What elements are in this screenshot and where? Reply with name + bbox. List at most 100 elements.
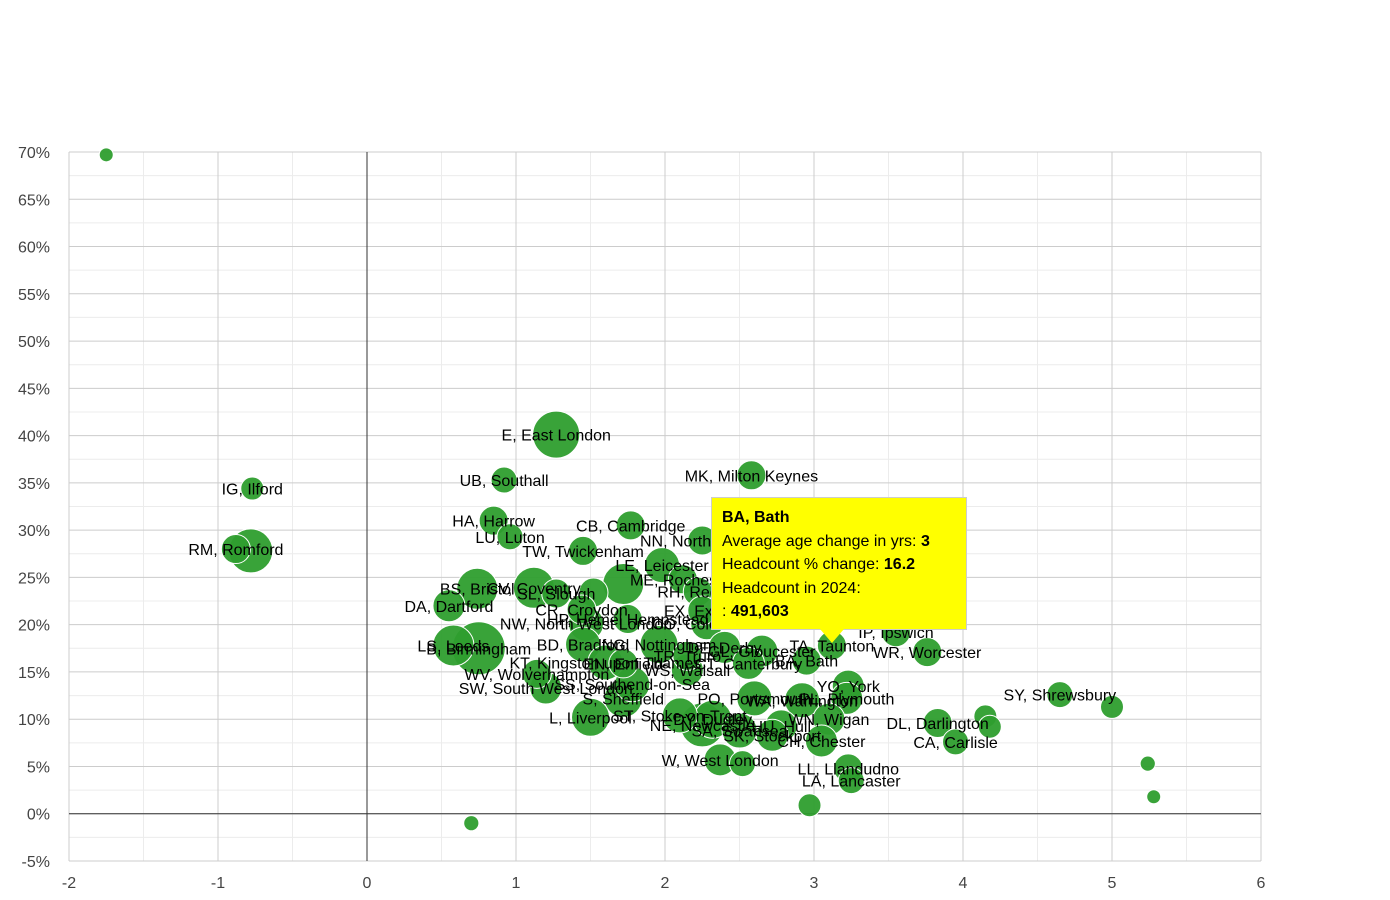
bubble[interactable] bbox=[912, 637, 943, 668]
bubble-label: LS, Leeds bbox=[417, 638, 489, 655]
bubble-label: EN, Enfield bbox=[583, 656, 663, 673]
tooltip-row-age: Average age change in yrs: 3 bbox=[722, 532, 930, 550]
bubble-label: LA, Lancaster bbox=[802, 774, 901, 791]
y-tick-label: 0% bbox=[27, 807, 50, 824]
y-tick-label: 35% bbox=[18, 476, 50, 493]
x-tick-label: 0 bbox=[363, 875, 372, 892]
bubble-label: WR, Worcester bbox=[873, 645, 982, 662]
bubble-label: NG, Nottingham bbox=[602, 638, 717, 655]
bubble[interactable] bbox=[1146, 789, 1162, 805]
bubble-label: TW, Twickenham bbox=[522, 544, 644, 561]
bubble-label: KT, Kingston upon Thames bbox=[509, 655, 701, 672]
bubble-label: HA, Harrow bbox=[452, 514, 535, 531]
bubble[interactable] bbox=[837, 767, 865, 795]
y-tick-label: 30% bbox=[18, 523, 50, 540]
bubble-label: WN, Wigan bbox=[788, 712, 869, 729]
bubble[interactable] bbox=[566, 594, 597, 625]
bubble-label: TR, Truro bbox=[654, 649, 722, 666]
bubble-label: BS, Bristol bbox=[440, 582, 515, 599]
bubble[interactable] bbox=[541, 578, 572, 609]
bubble[interactable] bbox=[521, 658, 552, 689]
bubble-label: LU, Luton bbox=[475, 530, 544, 547]
bubble[interactable] bbox=[1100, 694, 1124, 719]
bubble[interactable] bbox=[220, 534, 251, 565]
bubble[interactable] bbox=[1046, 681, 1074, 709]
bubble-label: CH, Chester bbox=[777, 734, 866, 751]
bubble[interactable] bbox=[977, 714, 1002, 739]
bubble[interactable] bbox=[672, 640, 703, 671]
bubble-label: E, East London bbox=[502, 428, 611, 445]
bubble-label: PL, Plymouth bbox=[799, 691, 894, 708]
tooltip-title: BA, Bath bbox=[722, 509, 790, 526]
bubble[interactable] bbox=[432, 589, 466, 623]
bubble[interactable] bbox=[571, 697, 610, 737]
bubble-label: DE, Derby bbox=[688, 640, 762, 657]
bubble-label: IG, Ilford bbox=[222, 482, 283, 499]
tooltip-row-headcount-value: : 491,603 bbox=[722, 603, 789, 620]
y-tick-label: 50% bbox=[18, 334, 50, 351]
bubble-label: LE, Leicester bbox=[615, 558, 709, 575]
bubble-label: WS, Walsall bbox=[645, 663, 731, 680]
bubble[interactable] bbox=[708, 630, 742, 664]
y-tick-label: -5% bbox=[22, 854, 50, 871]
x-tick-labels: -2 -1 0 1 2 3 4 5 6 bbox=[62, 875, 1266, 892]
bubble[interactable] bbox=[98, 147, 114, 163]
y-tick-label: 40% bbox=[18, 429, 50, 446]
bubble-label: CB, Cambridge bbox=[576, 518, 685, 535]
y-tick-label: 25% bbox=[18, 570, 50, 587]
bubble[interactable] bbox=[922, 707, 953, 738]
bubble[interactable] bbox=[568, 535, 599, 566]
y-tick-label: 10% bbox=[18, 712, 50, 729]
y-tick-label: 70% bbox=[18, 145, 50, 162]
bubble[interactable] bbox=[755, 718, 789, 752]
tooltip: BA, Bath Average age change in yrs: 3 He… bbox=[711, 497, 967, 630]
bubble-label: S, Sheffield bbox=[583, 691, 665, 708]
bubble-label: SK, Stockport bbox=[723, 728, 821, 745]
bubble[interactable] bbox=[661, 697, 698, 734]
tooltip-row-change: Headcount % change: 16.2 bbox=[722, 556, 916, 573]
tooltip-pointer bbox=[820, 629, 844, 643]
bubble[interactable] bbox=[532, 410, 581, 459]
bubble[interactable] bbox=[240, 476, 265, 501]
bubble-label: HP, Hemel Hempstead bbox=[547, 612, 709, 629]
bubble[interactable] bbox=[615, 510, 646, 541]
tooltip-row-headcount: Headcount in 2024: bbox=[722, 579, 861, 597]
bubble[interactable] bbox=[608, 648, 639, 679]
bubble[interactable] bbox=[432, 624, 475, 667]
bubble[interactable] bbox=[736, 680, 773, 717]
x-tick-label: 5 bbox=[1108, 875, 1117, 892]
y-tick-label: 15% bbox=[18, 665, 50, 682]
bubble[interactable] bbox=[490, 466, 518, 494]
bubble-label: CR, Croydon bbox=[535, 603, 627, 620]
bubble[interactable] bbox=[612, 603, 643, 634]
bubble[interactable] bbox=[804, 724, 838, 758]
bubble-label: SA, Swansea bbox=[691, 724, 787, 741]
bubble-label: TA, Taunton bbox=[789, 638, 874, 655]
bubble[interactable] bbox=[942, 728, 970, 756]
bubble-label: RM, Romford bbox=[188, 542, 283, 559]
bubble[interactable] bbox=[1139, 755, 1156, 772]
x-tick-label: 1 bbox=[512, 875, 521, 892]
bubble[interactable] bbox=[463, 815, 480, 832]
y-tick-label: 60% bbox=[18, 240, 50, 257]
x-tick-label: 3 bbox=[810, 875, 819, 892]
bubble-label: ME, Rochester bbox=[630, 572, 736, 589]
bubble[interactable] bbox=[736, 460, 767, 491]
bubble-label: BA, Bath bbox=[775, 654, 838, 671]
bubble-label: DA, Dartford bbox=[404, 599, 493, 616]
y-tick-label: 45% bbox=[18, 381, 50, 398]
bubble[interactable] bbox=[797, 793, 822, 818]
bubble[interactable] bbox=[496, 523, 524, 551]
bubble[interactable] bbox=[728, 750, 756, 778]
bubble[interactable] bbox=[791, 645, 822, 676]
bubble-label: CA, Carlisle bbox=[913, 735, 998, 752]
bubble-label: DY, Dudley bbox=[673, 712, 752, 729]
zero-axes bbox=[69, 152, 1261, 861]
bubble[interactable] bbox=[731, 646, 765, 680]
bubble[interactable] bbox=[456, 567, 499, 610]
bubble-label: UB, Southall bbox=[460, 473, 549, 490]
bubble-label: MK, Milton Keynes bbox=[685, 468, 818, 485]
bubble[interactable] bbox=[784, 682, 821, 719]
bubble-label: DL, Darlington bbox=[887, 716, 989, 733]
